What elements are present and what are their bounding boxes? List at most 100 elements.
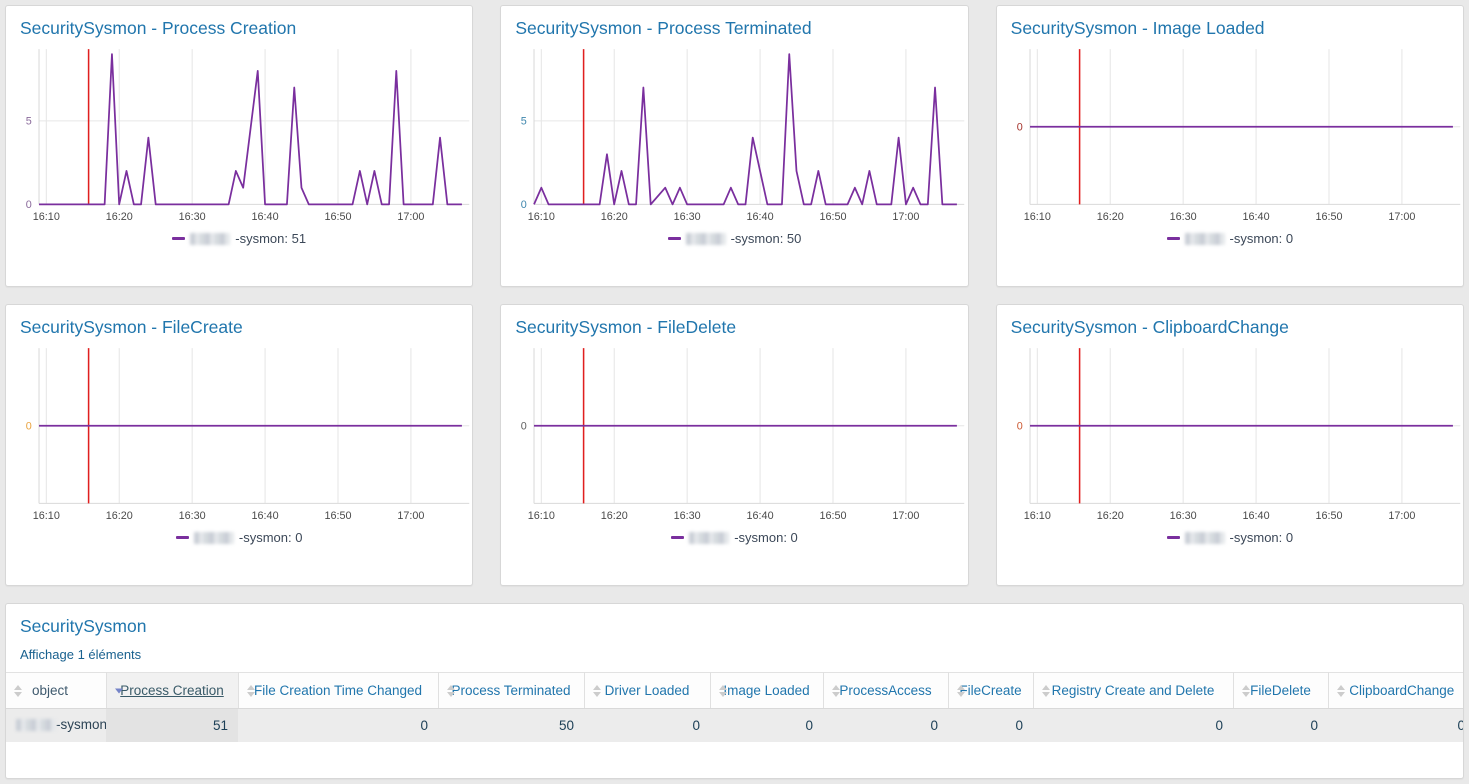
line-chart-filedelete[interactable]: 0 16:10 16:20 16:30 16:40 16:50 17:00	[501, 344, 967, 522]
legend-label: -sysmon: 0	[1229, 530, 1294, 545]
x-axis-tick-label: 16:20	[1096, 510, 1123, 522]
column-header-filecreate[interactable]: FileCreate	[948, 672, 1034, 709]
column-header-label: ClipboardChange	[1349, 683, 1455, 698]
sort-both-icon	[446, 684, 455, 697]
x-axis-tick-label: 16:10	[1023, 510, 1050, 522]
line-chart-clipboardchange[interactable]: 0 16:10 16:20 16:30 16:40 16:50 17:00	[997, 344, 1463, 522]
x-axis-tick-label: 16:10	[528, 510, 555, 522]
redacted-hostname	[16, 718, 56, 731]
legend-line-swatch	[175, 536, 189, 539]
panel-filecreate: SecuritySysmon - FileCreate 0 16:10 16:20 1…	[5, 304, 474, 586]
redacted-hostname	[685, 232, 726, 245]
value-cell-filedelete: 0	[1233, 708, 1328, 742]
sort-both-icon	[831, 684, 840, 697]
x-axis-tick-label: 16:50	[1315, 211, 1342, 223]
panel-title: SecuritySysmon - Image Loaded	[1010, 18, 1265, 38]
x-axis-tick-label: 16:50	[1315, 510, 1342, 522]
x-axis-tick-label: 17:00	[1388, 211, 1415, 223]
y-axis-tick-label: 5	[521, 116, 527, 128]
column-header-clipboardchange[interactable]: ClipboardChange	[1328, 672, 1463, 709]
x-axis-tick-label: 16:40	[252, 510, 279, 522]
x-axis-tick-label: 16:40	[1242, 211, 1269, 223]
x-axis-tick-label: 16:40	[1242, 510, 1269, 522]
x-axis-tick-label: 17:00	[893, 510, 920, 522]
x-axis-tick-label: 16:30	[674, 211, 701, 223]
legend-label: -sysmon: 0	[1229, 231, 1294, 246]
column-header-process-terminated[interactable]: Process Terminated	[438, 672, 585, 709]
panel-process-creation: SecuritySysmon - Process Creation 5 0 16:1…	[5, 5, 474, 287]
legend-line-swatch	[1166, 237, 1180, 240]
table-header-row: object Process Creation File Creation Time…	[6, 672, 1463, 709]
table-row: -sysmon510500000000	[6, 708, 1463, 742]
x-axis-tick-label: 17:00	[1388, 510, 1415, 522]
panel-process-terminated: SecuritySysmon - Process Terminated 5 0 16…	[500, 5, 969, 287]
column-header-label: object	[32, 683, 69, 698]
panel-title: SecuritySysmon - Process Creation	[20, 18, 297, 38]
redacted-hostname	[689, 531, 730, 544]
legend-line-swatch	[667, 237, 681, 240]
x-axis-tick-label: 16:40	[747, 211, 774, 223]
column-header-filedelete[interactable]: FileDelete	[1233, 672, 1329, 709]
sort-both-icon	[14, 684, 22, 697]
host-cell: -sysmon	[6, 708, 106, 742]
line-chart-process-creation[interactable]: 5 016:10 16:20 16:30 16:40 16:50 17:00	[6, 45, 472, 223]
panel-title: SecuritySysmon - Process Terminated	[515, 18, 812, 38]
column-header-label: File Creation Time Changed	[253, 683, 423, 698]
line-chart-filecreate[interactable]: 0 16:10 16:20 16:30 16:40 16:50 17:00	[6, 344, 472, 522]
redacted-hostname	[190, 232, 231, 245]
x-axis-tick-label: 16:40	[747, 510, 774, 522]
column-header-label: Registry Create and Delete	[1051, 683, 1215, 698]
x-axis-tick-label: 16:50	[820, 510, 847, 522]
x-axis-tick-label: 16:10	[1023, 211, 1050, 223]
sort-both-icon	[956, 684, 965, 697]
column-header-driver-loaded[interactable]: Driver Loaded	[584, 672, 711, 709]
y-axis-tick-label: 0	[26, 420, 32, 432]
y-axis-tick-label: 0	[1016, 420, 1022, 432]
legend-line-swatch	[1166, 536, 1180, 539]
x-axis-tick-label: 17:00	[397, 510, 424, 522]
column-header-label: ProcessAccess	[839, 683, 932, 698]
line-chart-process-terminated[interactable]: 5 016:10 16:20 16:30 16:40 16:50 17:00	[501, 45, 967, 223]
panel-title: SecuritySysmon - ClipboardChange	[1010, 317, 1289, 337]
legend-label: -sysmon: 0	[238, 530, 303, 545]
column-header-label: Driver Loaded	[604, 683, 690, 698]
y-axis-tick-label: 0	[521, 199, 527, 211]
column-header-label: Process Creation	[120, 683, 224, 698]
redacted-hostname	[1184, 531, 1225, 544]
chart-legend: -sysmon: 0	[501, 530, 967, 545]
chart-legend: -sysmon: 50	[501, 231, 967, 246]
result-count-text: Affichage 1 éléments	[20, 647, 142, 662]
value-cell-registry-create-and-delete: 0	[1033, 708, 1233, 742]
x-axis-tick-label: 16:30	[674, 510, 701, 522]
value-cell-driver-loaded: 0	[584, 708, 710, 742]
chart-legend: -sysmon: 0	[6, 530, 472, 545]
column-header-process-creation[interactable]: Process Creation	[106, 672, 239, 709]
column-header-registry-create-and-delete[interactable]: Registry Create and Delete	[1033, 672, 1234, 709]
column-header-image-loaded[interactable]: Image Loaded	[710, 672, 824, 709]
summary-table: object Process Creation File Creation Time…	[6, 672, 1463, 742]
redacted-hostname	[1184, 232, 1225, 245]
x-axis-tick-label: 16:20	[106, 211, 133, 223]
table-panel-title: SecuritySysmon	[20, 616, 147, 636]
sort-desc-icon	[114, 688, 123, 693]
column-header-processaccess[interactable]: ProcessAccess	[823, 672, 949, 709]
chart-legend: -sysmon: 0	[997, 231, 1463, 246]
sort-both-icon	[1241, 684, 1250, 697]
x-axis-tick-label: 16:30	[1169, 211, 1196, 223]
sort-both-icon	[1336, 684, 1345, 697]
column-header-label: Process Terminated	[451, 683, 571, 698]
panel-filedelete: SecuritySysmon - FileDelete 0 16:10 16:20 1…	[500, 304, 969, 586]
x-axis-tick-label: 16:10	[33, 510, 60, 522]
panel-title: SecuritySysmon - FileCreate	[20, 317, 243, 337]
x-axis-tick-label: 16:20	[601, 211, 628, 223]
y-axis-tick-label: 0	[521, 420, 527, 432]
line-chart-image-loaded[interactable]: 0 16:10 16:20 16:30 16:40 16:50 17:00	[997, 45, 1463, 223]
column-header-object[interactable]: object	[6, 672, 107, 709]
sort-both-icon	[1041, 684, 1050, 697]
column-header-file-creation-time-changed[interactable]: File Creation Time Changed	[238, 672, 439, 709]
x-axis-tick-label: 16:20	[601, 510, 628, 522]
x-axis-tick-label: 16:30	[179, 510, 206, 522]
legend-label: -sysmon: 0	[734, 530, 798, 545]
column-header-label: Image Loaded	[723, 683, 810, 698]
